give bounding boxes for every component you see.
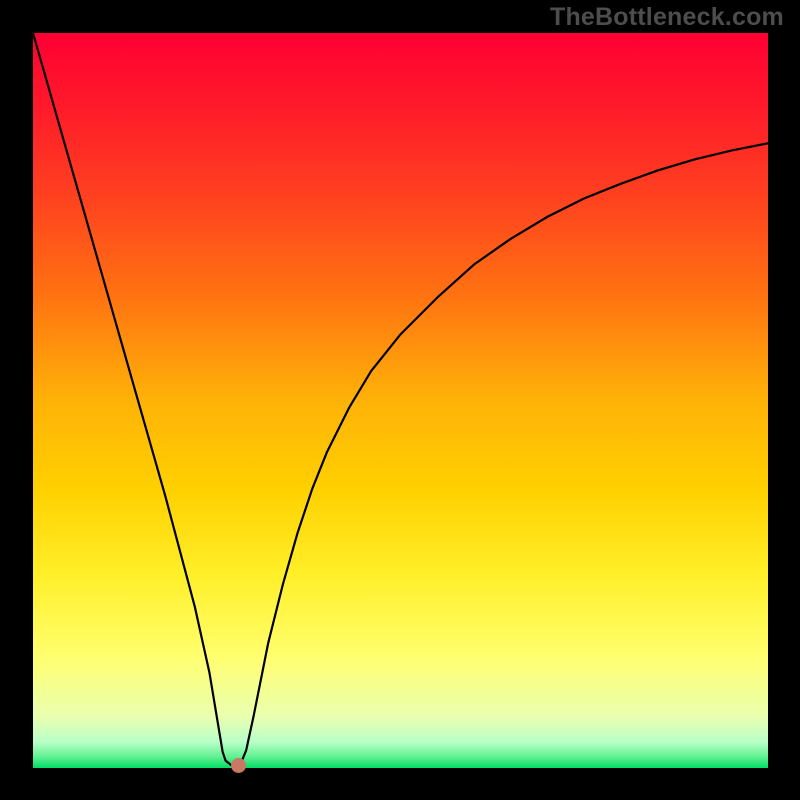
curve-path [33,33,768,767]
bottleneck-marker [231,758,246,773]
chart-stage: TheBottleneck.com [0,0,800,800]
bottleneck-curve [0,0,800,800]
